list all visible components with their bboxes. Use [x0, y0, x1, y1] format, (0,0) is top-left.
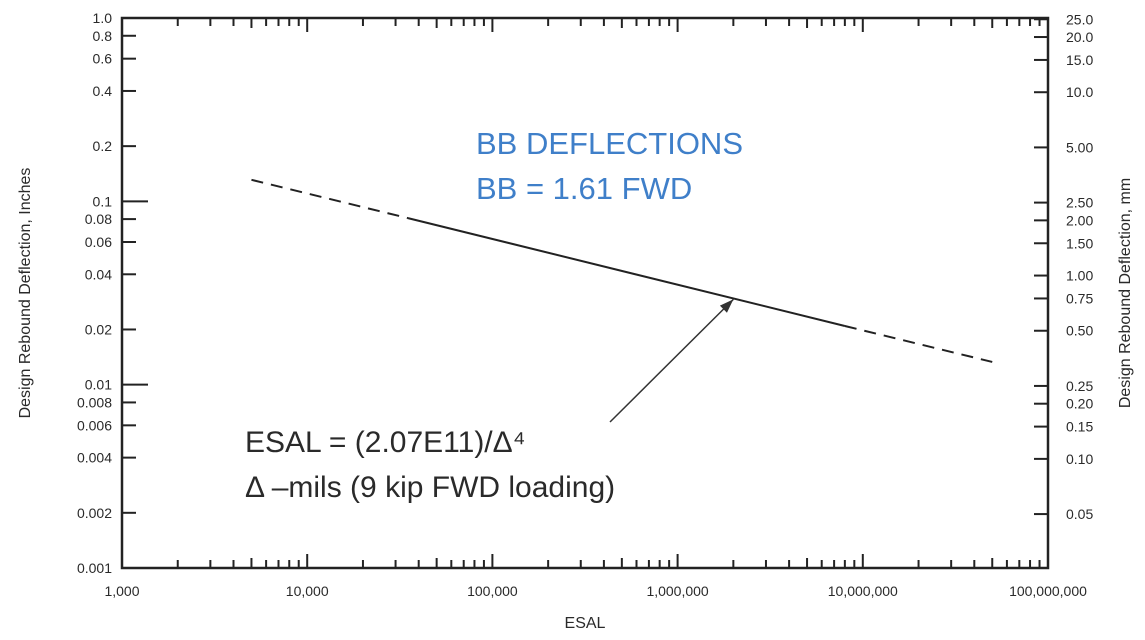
- x-axis-title: ESAL: [565, 615, 606, 632]
- x-tick-label: 1,000,000: [646, 583, 708, 599]
- x-tick-label: 100,000,000: [1009, 583, 1087, 599]
- y-left-tick-label: 0.6: [93, 51, 113, 67]
- trend-line-dashed: [844, 325, 993, 363]
- annotation-arrow-head: [719, 299, 734, 313]
- y-right-tick-label: 1.50: [1066, 235, 1093, 251]
- trend-line-dashed: [251, 178, 409, 220]
- tick-marks: [121, 17, 1048, 569]
- y-axis-left-title: Design Rebound Deflection, Inches: [17, 168, 34, 419]
- y-left-tick-label: 1.0: [93, 10, 113, 26]
- y-left-tick-label: 0.002: [77, 505, 112, 521]
- x-tick-label: 1,000: [104, 583, 139, 599]
- annotation-arrow: [609, 298, 734, 423]
- y-right-tick-label: 0.25: [1066, 378, 1093, 394]
- y-right-tick-label: 20.0: [1066, 29, 1093, 45]
- y-right-tick-label: 2.00: [1066, 212, 1093, 228]
- tick-labels: 1,000 10,000 100,000 1,000,000 10,000,000 100…: [77, 10, 1094, 599]
- y-left-tick-label: 0.02: [85, 321, 112, 337]
- y-left-tick-label: 0.008: [77, 394, 112, 410]
- y-left-tick-label: 0.006: [77, 417, 112, 433]
- y-left-tick-label: 0.004: [77, 450, 112, 466]
- y-left-tick-label: 0.01: [85, 377, 112, 393]
- y-axis-right-title: Design Rebound Deflection, mm: [1117, 178, 1134, 408]
- y-right-tick-label: 2.50: [1066, 195, 1093, 211]
- annotation-delta-definition: Δ –mils (9 kip FWD loading): [245, 471, 615, 504]
- y-right-tick-label: 15.0: [1066, 52, 1093, 68]
- y-right-tick-label: 0.75: [1066, 290, 1093, 306]
- annotation-bb-deflections: BB DEFLECTIONS: [476, 126, 743, 161]
- x-tick-label: 10,000,000: [828, 583, 898, 599]
- y-right-tick-label: 0.05: [1066, 506, 1093, 522]
- trend-line-solid: [407, 217, 846, 327]
- x-tick-label: 100,000: [467, 583, 518, 599]
- y-left-tick-label: 0.2: [93, 138, 113, 154]
- y-left-tick-label: 0.4: [93, 83, 113, 99]
- plot-frame: [120, 16, 1050, 570]
- y-left-tick-label: 0.8: [93, 28, 113, 44]
- y-right-tick-label: 0.50: [1066, 323, 1093, 339]
- y-left-tick-label: 0.06: [85, 234, 112, 250]
- y-left-tick-label: 0.1: [93, 193, 113, 209]
- annotation-esal-equation: ESAL = (2.07E11)/Δ⁴: [245, 426, 526, 459]
- y-right-tick-label: 0.10: [1066, 451, 1093, 467]
- y-left-tick-label: 0.001: [77, 560, 112, 576]
- y-right-tick-label: 10.0: [1066, 84, 1093, 100]
- y-left-tick-label: 0.08: [85, 211, 112, 227]
- y-right-tick-label: 1.00: [1066, 268, 1093, 284]
- annotation-bb-formula: BB = 1.61 FWD: [476, 171, 692, 206]
- data-series: [251, 178, 993, 363]
- y-right-tick-label: 0.15: [1066, 419, 1093, 435]
- y-right-tick-label: 25.0: [1066, 11, 1093, 27]
- y-left-tick-label: 0.04: [85, 266, 112, 282]
- y-right-tick-label: 0.20: [1066, 396, 1093, 412]
- y-right-tick-label: 5.00: [1066, 139, 1093, 155]
- x-tick-label: 10,000: [286, 583, 329, 599]
